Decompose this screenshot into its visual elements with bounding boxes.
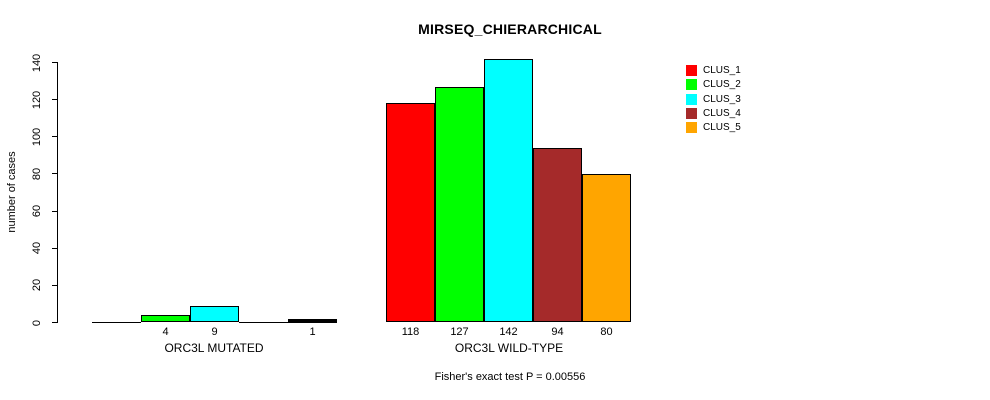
legend-label: CLUS_4: [703, 107, 741, 119]
y-axis-tick: [52, 322, 57, 323]
legend-item: CLUS_4: [686, 107, 741, 119]
chart-title: MIRSEQ_CHIERARCHICAL: [418, 21, 602, 37]
bar-value-label: 94: [551, 326, 564, 338]
bar-value-label: 4: [162, 326, 169, 338]
legend-label: CLUS_1: [703, 65, 741, 76]
fisher-test-annotation: Fisher's exact test P = 0.00556: [434, 371, 586, 383]
bar-clus_1-group1: [92, 321, 141, 323]
legend-swatch-clus_4: [686, 107, 697, 119]
bar-value-label: 142: [499, 326, 518, 338]
bar-clus_4-group1: [239, 321, 288, 323]
y-axis-tick: [52, 284, 57, 286]
bar-clus_4-group2: [533, 147, 582, 323]
y-axis-tick: [52, 99, 57, 101]
bar-clus_3-group1: [190, 305, 239, 323]
y-axis-tick: [52, 136, 57, 138]
legend-item: CLUS_2: [686, 79, 741, 91]
bar-clus_5-group2: [582, 173, 631, 323]
legend-label: CLUS_5: [703, 122, 741, 134]
bar-clus_5-group1: [288, 318, 337, 323]
y-axis-tick-label: 140: [31, 53, 43, 72]
y-axis-tick-label: 80: [31, 167, 43, 181]
y-axis-tick: [52, 247, 57, 249]
bar-value-label: 9: [211, 326, 218, 338]
y-axis-line: [57, 62, 58, 323]
bar-clus_3-group2: [484, 58, 533, 323]
legend-label: CLUS_3: [703, 93, 741, 105]
y-axis-tick-label: 40: [31, 242, 43, 255]
y-axis-tick-label: 0: [31, 319, 43, 326]
legend-swatch-clus_5: [686, 122, 697, 134]
y-axis-tick-label: 20: [31, 279, 43, 292]
legend-swatch-clus_1: [686, 65, 697, 76]
bar-value-label: 127: [450, 326, 469, 338]
y-axis-tick: [52, 62, 57, 63]
legend-item: CLUS_3: [686, 93, 741, 105]
y-axis-label: number of cases: [6, 151, 18, 233]
y-axis-tick-label: 60: [31, 204, 43, 218]
bar-clus_2-group2: [435, 86, 484, 323]
y-axis-tick-label: 120: [31, 90, 43, 109]
bar-value-label: 80: [600, 326, 613, 338]
bar-clus_1-group2: [386, 103, 435, 323]
y-axis-tick: [52, 210, 57, 212]
legend-swatch-clus_2: [686, 79, 697, 91]
bar-value-label: 118: [401, 326, 420, 338]
y-axis-tick-label: 100: [31, 127, 43, 146]
legend-item: CLUS_1: [686, 65, 741, 77]
legend-label: CLUS_2: [703, 79, 741, 91]
bar-clus_2-group1: [141, 315, 190, 323]
bar-value-label: 1: [309, 326, 316, 338]
group-label-mutated: ORC3L MUTATED: [164, 341, 264, 355]
legend-item: CLUS_5: [686, 122, 741, 134]
legend-swatch-clus_3: [686, 93, 697, 105]
y-axis-tick: [52, 173, 57, 175]
group-label-wild-type: ORC3L WILD-TYPE: [454, 341, 564, 355]
